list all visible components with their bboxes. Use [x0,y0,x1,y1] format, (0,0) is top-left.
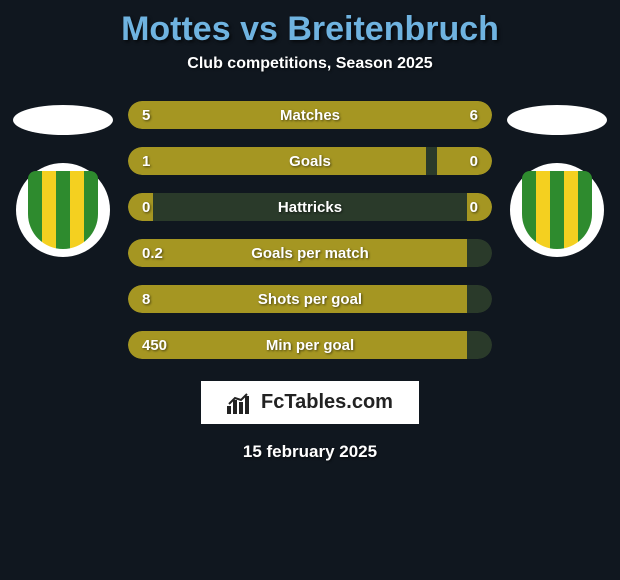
stat-bars: 5Matches61Goals00Hattricks00.2Goals per … [128,101,492,359]
left-badge-shield [28,171,98,249]
stat-value-left: 0 [142,199,202,216]
right-silhouette [507,105,607,135]
stat-label: Min per goal [202,337,418,354]
stat-row: 0Hattricks0 [128,193,492,221]
right-player-column [502,101,612,257]
stat-label: Shots per goal [202,291,418,308]
right-club-badge [510,163,604,257]
stat-row: 8Shots per goal [128,285,492,313]
page-title: Mottes vs Breitenbruch [121,10,499,49]
stat-label: Goals per match [202,245,418,262]
chart-icon [227,392,253,414]
stat-value-right: 0 [418,199,478,216]
comparison-card: Mottes vs Breitenbruch Club competitions… [0,0,620,580]
stat-row: 1Goals0 [128,147,492,175]
stat-label: Goals [202,153,418,170]
stat-value-right: 6 [418,107,478,124]
subtitle: Club competitions, Season 2025 [187,55,432,73]
stat-label: Hattricks [202,199,418,216]
stat-row: 0.2Goals per match [128,239,492,267]
left-silhouette [13,105,113,135]
left-player-column [8,101,118,257]
stat-label: Matches [202,107,418,124]
main-content: 5Matches61Goals00Hattricks00.2Goals per … [0,101,620,359]
footer-date: 15 february 2025 [243,442,377,462]
logo-text: FcTables.com [261,391,393,414]
fctables-logo[interactable]: FcTables.com [201,381,419,424]
stat-value-left: 1 [142,153,202,170]
left-club-badge [16,163,110,257]
stat-row: 5Matches6 [128,101,492,129]
stat-value-left: 0.2 [142,245,202,262]
stat-value-left: 8 [142,291,202,308]
stat-value-left: 5 [142,107,202,124]
stat-value-right: 0 [418,153,478,170]
stat-row: 450Min per goal [128,331,492,359]
stat-value-left: 450 [142,337,202,354]
right-badge-shield [522,171,592,249]
